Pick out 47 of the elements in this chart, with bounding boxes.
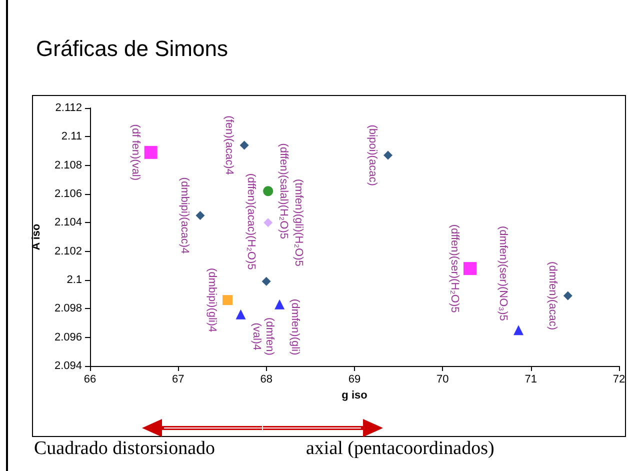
y-tick-label: 2.096 [54,331,82,344]
annotation: (fen)(acac)4 [222,116,235,175]
x-tick-label: 71 [524,374,537,386]
x-tick-label: 70 [436,374,449,386]
y-tick-label: 2.098 [54,302,82,315]
point [262,276,271,286]
annotation: (tmfen)(gli)(H₂O)5 [292,178,305,266]
point [513,325,524,336]
annotation: (dffen)(salal)(H₂O)5 [278,143,290,240]
x-tick-label: 69 [348,374,361,386]
annotation: (bipoi)(acac) [366,124,379,186]
text: axial (pentacoordinados) [306,438,494,460]
x-tick-label: 72 [612,374,626,386]
y-tick-label: 2.112 [55,102,82,114]
annotation: (dmbipi)(gli)4 [206,268,218,332]
point [563,291,572,300]
point [144,146,158,159]
annotation: (dmbipi)(acac)4 [178,177,191,254]
point [384,150,393,160]
x-tick-label: 67 [172,374,184,386]
annotation: (dmfen)(ser)(NO₃)5 [496,226,509,321]
y-tick-label: 2.11 [61,130,82,143]
point [464,262,476,276]
annotation: (dffen)(acac)(H₂O)5 [244,173,257,270]
text: Cuadrado distorsionado [34,438,216,460]
annotation: (dmfen)(gli) [289,298,302,356]
y-tick-label: 2.104 [54,216,82,229]
point [240,140,249,150]
y-tick-label: 2.102 [54,245,82,258]
annotation: (dmfen)(acac) [546,262,558,330]
annotation: (dmfen)(val)4 [250,317,276,356]
y-tick-label: 2.108 [54,159,82,172]
chart-title: Gráficas de Simons [36,36,228,62]
x-axis-title: g iso [342,389,368,402]
y-tick-label: 2.106 [54,188,82,200]
point [236,309,246,320]
annotation: (df fen)(val) [129,124,142,181]
y-tick-label: 2.1 [66,274,82,286]
x-tick-label: 66 [84,374,96,386]
annotation: (dffen)(ser)(H₂O)5 [448,224,460,313]
y-tick-label: 2.094 [54,360,82,372]
point [264,218,273,228]
point [263,186,274,196]
point [196,211,205,220]
x-tick-label: 68 [260,374,272,386]
point [274,299,285,310]
point [222,295,233,306]
